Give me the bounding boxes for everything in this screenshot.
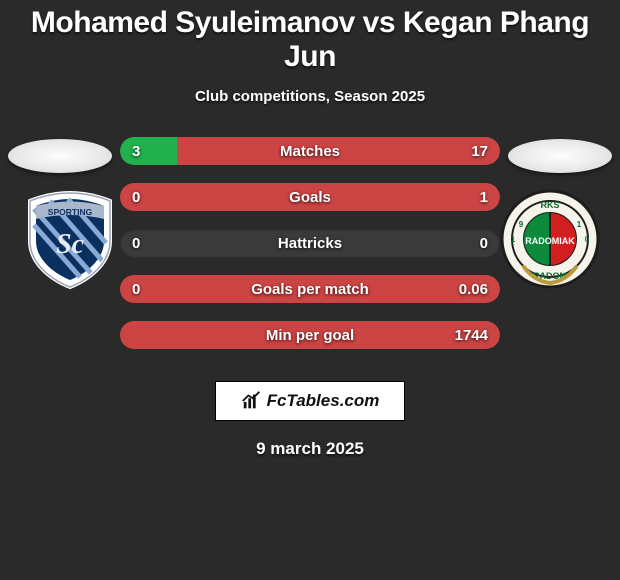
- metric-value-left: [120, 321, 144, 349]
- metric-value-left: 0: [120, 229, 152, 257]
- metric-row: Min per goal1744: [120, 321, 500, 349]
- comparison-arena: SPORTING Sc RKS RADOM 1 0 9 1: [0, 119, 620, 369]
- metric-label: Hattricks: [120, 229, 500, 257]
- metric-row: Goals per match0 0.06: [120, 275, 500, 303]
- metric-row: Matches3 17: [120, 137, 500, 165]
- svg-text:RKS: RKS: [540, 200, 559, 210]
- svg-text:SPORTING: SPORTING: [48, 207, 93, 217]
- metric-label: Matches: [120, 137, 500, 165]
- metric-label: Goals per match: [120, 275, 500, 303]
- svg-text:1: 1: [577, 220, 582, 229]
- svg-text:RADOMIAK: RADOMIAK: [525, 236, 575, 246]
- subtitle: Club competitions, Season 2025: [0, 78, 620, 119]
- svg-text:Sc: Sc: [56, 229, 85, 260]
- page-title: Mohamed Syuleimanov vs Kegan Phang Jun: [0, 0, 620, 78]
- player-right-oval: [508, 139, 612, 173]
- player-left-oval: [8, 139, 112, 173]
- metric-bars: Matches317Goals01Hattricks00Goals per ma…: [120, 137, 500, 367]
- metric-value-left: 0: [120, 275, 152, 303]
- metric-row: Goals0 1: [120, 183, 500, 211]
- metric-value-right: 17: [459, 137, 500, 165]
- metric-value-right: 0: [468, 229, 500, 257]
- metric-label: Goals: [120, 183, 500, 211]
- metric-value-left: 0: [120, 183, 152, 211]
- comparison-card: Mohamed Syuleimanov vs Kegan Phang Jun C…: [0, 0, 620, 477]
- svg-text:1: 1: [511, 235, 516, 244]
- sporting-kc-logo: SPORTING Sc: [20, 189, 120, 289]
- chart-icon: [241, 390, 263, 412]
- date-text: 9 march 2025: [0, 421, 620, 477]
- radomiak-logo: RKS RADOM 1 0 9 1 RADOMIAK: [500, 189, 600, 289]
- metric-value-right: 1: [468, 183, 500, 211]
- metric-value-right: 0.06: [447, 275, 500, 303]
- metric-value-right: 1744: [443, 321, 500, 349]
- brand-text: FcTables.com: [267, 391, 380, 411]
- metric-value-left: 3: [120, 137, 152, 165]
- metric-row: Hattricks0 0: [120, 229, 500, 257]
- svg-text:9: 9: [519, 220, 524, 229]
- brand-box[interactable]: FcTables.com: [215, 381, 405, 421]
- svg-text:0: 0: [585, 235, 590, 244]
